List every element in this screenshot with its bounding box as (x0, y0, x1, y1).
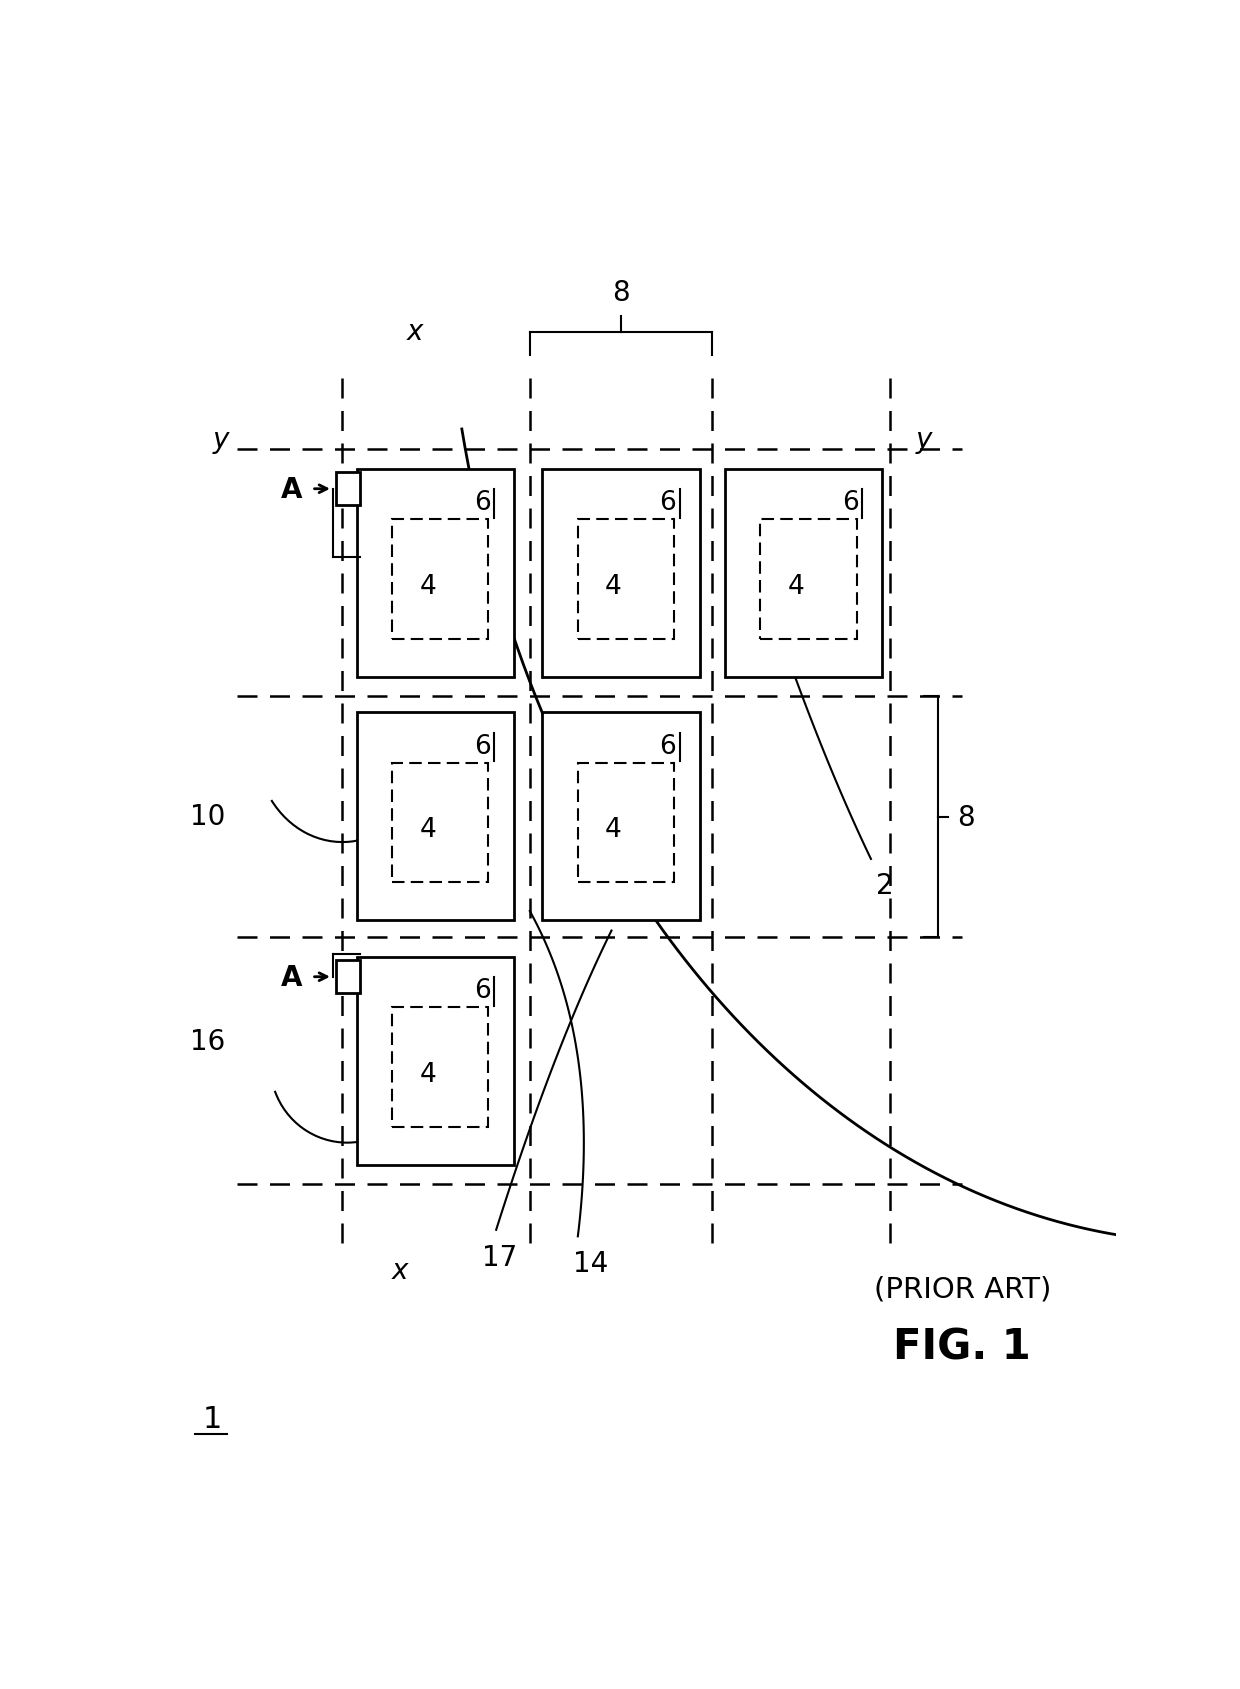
Text: (PRIOR ART): (PRIOR ART) (873, 1275, 1052, 1302)
Text: x: x (407, 318, 423, 346)
Bar (578, 763, 675, 883)
Text: 4: 4 (419, 816, 436, 843)
Bar (357, 958, 515, 1165)
Bar (392, 520, 489, 640)
Text: 4: 4 (605, 573, 621, 600)
Text: FIG. 1: FIG. 1 (893, 1326, 1032, 1368)
Text: A: A (280, 476, 303, 503)
Text: 6: 6 (842, 490, 858, 517)
Text: 6: 6 (660, 733, 676, 760)
Bar (357, 713, 515, 921)
Text: 6: 6 (474, 733, 490, 760)
Bar (725, 470, 883, 677)
Text: 10: 10 (190, 802, 226, 831)
Text: 6: 6 (474, 490, 490, 517)
Text: x: x (392, 1257, 408, 1284)
Text: A: A (280, 963, 303, 991)
Text: y: y (916, 426, 932, 453)
Text: 1: 1 (203, 1404, 222, 1434)
Text: 6: 6 (474, 978, 490, 1003)
Text: 4: 4 (787, 573, 805, 600)
Text: 4: 4 (605, 816, 621, 843)
Bar (392, 763, 489, 883)
Text: 4: 4 (419, 573, 436, 600)
Text: 14: 14 (573, 1250, 609, 1277)
Text: 17: 17 (481, 1243, 517, 1272)
Bar (357, 470, 515, 677)
Text: 4: 4 (419, 1061, 436, 1088)
Text: 6: 6 (660, 490, 676, 517)
Bar (542, 713, 699, 921)
Bar (578, 520, 675, 640)
Text: 16: 16 (190, 1027, 226, 1056)
Bar (760, 520, 857, 640)
Text: 8: 8 (613, 279, 630, 307)
Bar (336, 473, 360, 505)
Bar (392, 1008, 489, 1127)
Text: y: y (212, 426, 229, 453)
Bar (542, 470, 699, 677)
Bar (336, 961, 360, 993)
Text: 8: 8 (957, 804, 975, 831)
Text: 2: 2 (875, 872, 893, 900)
